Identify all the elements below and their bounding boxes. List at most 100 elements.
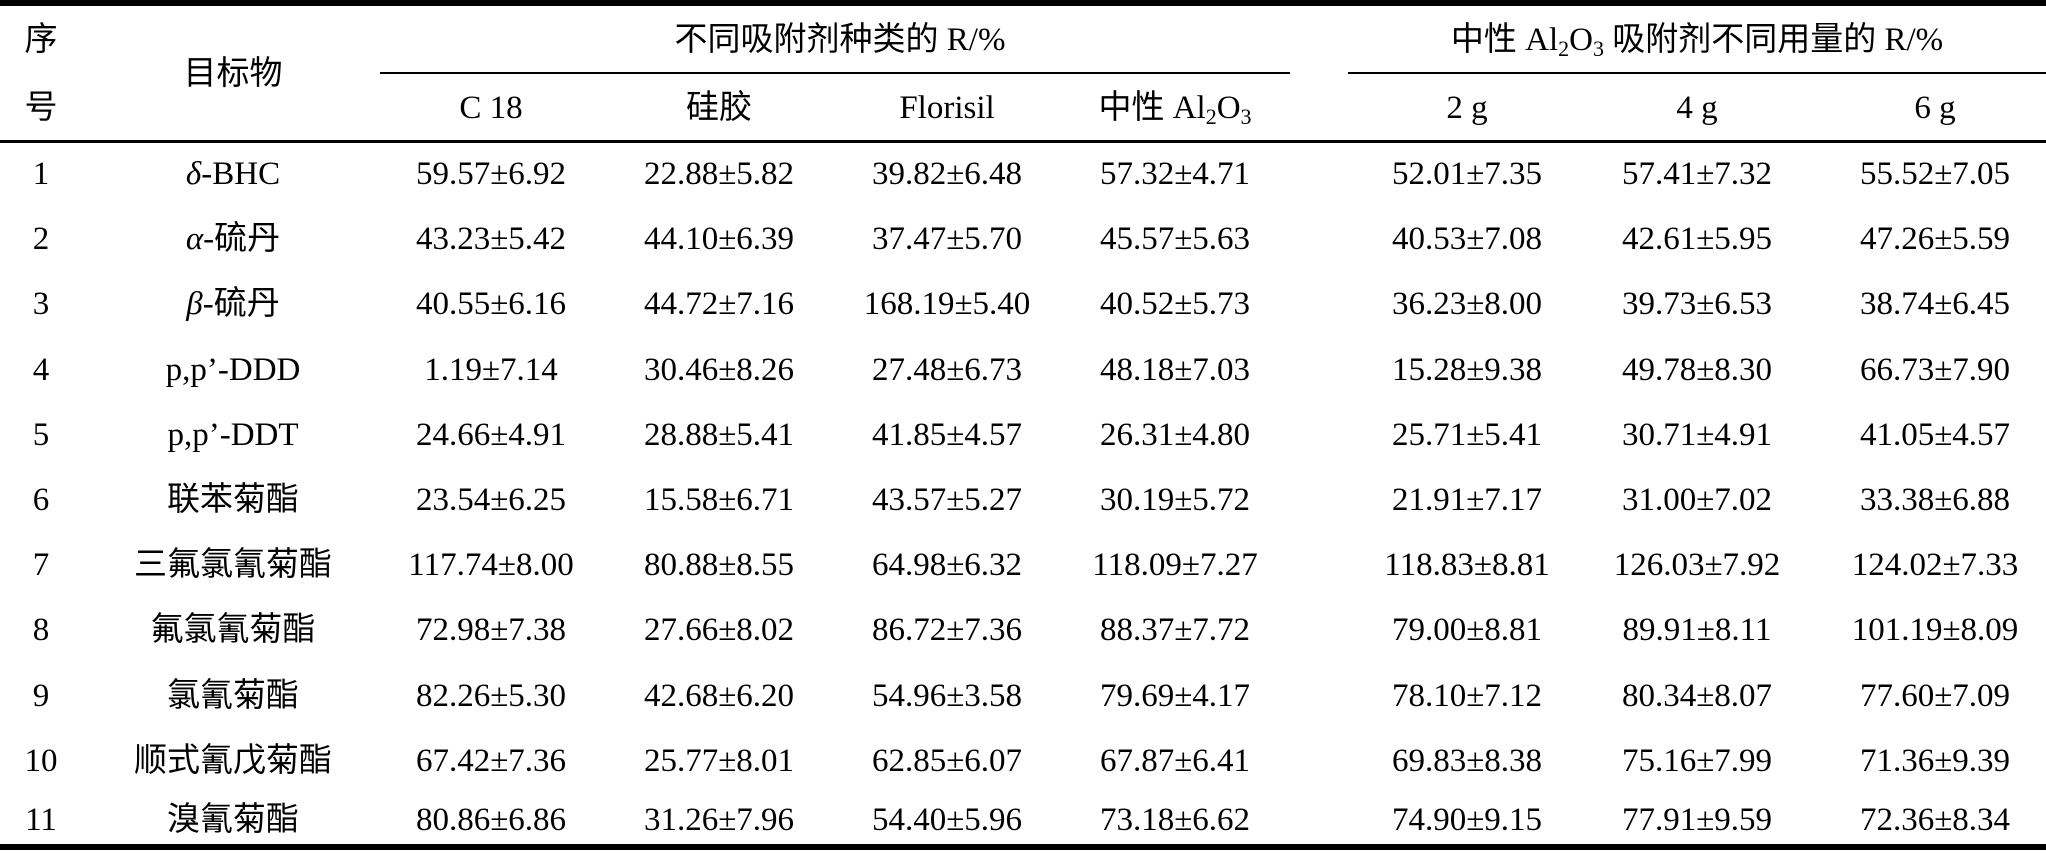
header-col-c18: C 18 [459,90,523,126]
row-target: 溴氰菊酯 [167,802,299,838]
table-row: 5 p,p’-DDT 24.66±4.91 28.88±5.41 41.85±4… [0,415,2046,455]
cell-6g: 38.74±6.45 [1859,286,2011,322]
cell-4g: 49.78±8.30 [1621,352,1773,388]
cell-al2o3: 118.09±7.27 [1092,547,1258,583]
cell-al2o3: 57.32±4.71 [1099,156,1251,192]
cell-2g: 78.10±7.12 [1391,678,1543,714]
row-target: 三氟氯氰菊酯 [134,547,332,583]
greek-prefix: β [186,286,203,322]
header-col-4g: 4 g [1676,90,1718,126]
row-target: β-硫丹 [186,286,280,322]
cell-6g: 47.26±5.59 [1859,221,2011,257]
cell-c18: 43.23±5.42 [415,221,567,257]
table-row: 3 β-硫丹 40.55±6.16 44.72±7.16 168.19±5.40… [0,284,2046,324]
header-rule [0,140,2046,143]
cell-6g: 72.36±8.34 [1859,802,2011,838]
row-seq: 7 [32,547,50,583]
cell-al2o3: 40.52±5.73 [1099,286,1251,322]
table-row: 8 氟氯氰菊酯 72.98±7.38 27.66±8.02 86.72±7.36… [0,610,2046,650]
cell-6g: 66.73±7.90 [1859,352,2011,388]
cell-florisil: 64.98±6.32 [871,547,1023,583]
row-target: 联苯菊酯 [167,482,299,518]
cell-4g: 75.16±7.99 [1621,743,1773,779]
row-target: 顺式氰戊菊酯 [134,743,332,779]
table-row: 6 联苯菊酯 23.54±6.25 15.58±6.71 43.57±5.27 … [0,480,2046,520]
cell-c18: 117.74±8.00 [408,547,574,583]
cell-4g: 39.73±6.53 [1621,286,1773,322]
row-seq: 8 [32,612,50,648]
header-col-neutral-al2o3: 中性 Al2O3 [1098,90,1252,129]
cell-florisil: 37.47±5.70 [871,221,1023,257]
cell-2g: 25.71±5.41 [1391,417,1543,453]
cell-2g: 15.28±9.38 [1391,352,1543,388]
cell-6g: 33.38±6.88 [1859,482,2011,518]
header-col-6g: 6 g [1914,90,1956,126]
cell-silica: 15.58±6.71 [643,482,795,518]
cell-c18: 40.55±6.16 [415,286,567,322]
header-group-sorbent-type: 不同吸附剂种类的 R/% [674,22,1006,58]
cell-al2o3: 67.87±6.41 [1099,743,1251,779]
row-target: 氯氰菊酯 [167,678,299,714]
header-seq-line2: 号 [24,90,58,126]
cell-c18: 1.19±7.14 [424,352,558,388]
cell-6g: 41.05±4.57 [1859,417,2011,453]
group1-underline [380,72,1290,74]
row-target: α-硫丹 [185,221,281,257]
cell-4g: 77.91±9.59 [1621,802,1773,838]
cell-silica: 44.10±6.39 [643,221,795,257]
row-seq: 1 [32,156,50,192]
cell-florisil: 86.72±7.36 [871,612,1023,648]
table-row: 10 顺式氰戊菊酯 67.42±7.36 25.77±8.01 62.85±6.… [0,741,2046,781]
cell-florisil: 62.85±6.07 [871,743,1023,779]
cell-silica: 30.46±8.26 [643,352,795,388]
cell-al2o3: 45.57±5.63 [1099,221,1251,257]
cell-c18: 72.98±7.38 [415,612,567,648]
cell-florisil: 39.82±6.48 [871,156,1023,192]
cell-4g: 31.00±7.02 [1621,482,1773,518]
row-seq: 9 [32,678,50,714]
greek-prefix: α [185,221,204,257]
cell-2g: 21.91±7.17 [1391,482,1543,518]
cell-al2o3: 88.37±7.72 [1099,612,1251,648]
cell-florisil: 54.40±5.96 [871,802,1023,838]
cell-2g: 74.90±9.15 [1391,802,1543,838]
cell-silica: 25.77±8.01 [643,743,795,779]
cell-silica: 80.88±8.55 [643,547,795,583]
cell-6g: 71.36±9.39 [1859,743,2011,779]
cell-al2o3: 73.18±6.62 [1099,802,1251,838]
cell-florisil: 54.96±3.58 [871,678,1023,714]
table-row: 7 三氟氯氰菊酯 117.74±8.00 80.88±8.55 64.98±6.… [0,545,2046,585]
group2-underline [1348,72,2046,74]
greek-prefix: δ [185,156,202,192]
cell-2g: 79.00±8.81 [1391,612,1543,648]
row-seq: 2 [32,221,50,257]
top-rule [0,0,2046,6]
cell-silica: 42.68±6.20 [643,678,795,714]
table-row: 11 溴氰菊酯 80.86±6.86 31.26±7.96 54.40±5.96… [0,800,2046,840]
cell-4g: 126.03±7.92 [1613,547,1781,583]
cell-c18: 80.86±6.86 [415,802,567,838]
cell-florisil: 43.57±5.27 [871,482,1023,518]
cell-silica: 44.72±7.16 [643,286,795,322]
cell-silica: 31.26±7.96 [643,802,795,838]
cell-4g: 80.34±8.07 [1621,678,1773,714]
cell-florisil: 41.85±4.57 [871,417,1023,453]
table-row: 1 δ-BHC 59.57±6.92 22.88±5.82 39.82±6.48… [0,154,2046,194]
row-seq: 3 [32,286,50,322]
table-row: 2 α-硫丹 43.23±5.42 44.10±6.39 37.47±5.70 … [0,219,2046,259]
table-row: 4 p,p’-DDD 1.19±7.14 30.46±8.26 27.48±6.… [0,350,2046,390]
cell-2g: 69.83±8.38 [1391,743,1543,779]
cell-2g: 52.01±7.35 [1391,156,1543,192]
cell-c18: 67.42±7.36 [415,743,567,779]
cell-2g: 40.53±7.08 [1391,221,1543,257]
row-seq: 10 [24,743,58,779]
cell-silica: 27.66±8.02 [643,612,795,648]
bottom-rule [0,844,2046,850]
cell-silica: 28.88±5.41 [643,417,795,453]
cell-c18: 24.66±4.91 [415,417,567,453]
cell-c18: 82.26±5.30 [415,678,567,714]
cell-2g: 118.83±8.81 [1384,547,1550,583]
cell-silica: 22.88±5.82 [643,156,795,192]
cell-c18: 59.57±6.92 [415,156,567,192]
cell-6g: 77.60±7.09 [1859,678,2011,714]
